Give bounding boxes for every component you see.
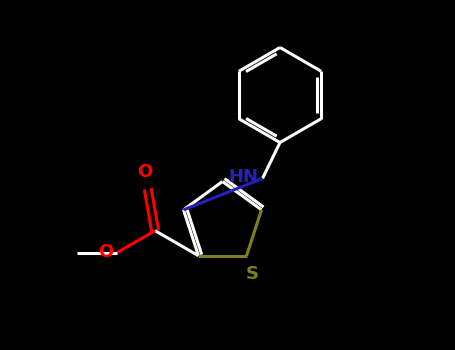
Text: S: S <box>246 265 259 283</box>
Text: HN: HN <box>228 168 258 186</box>
Text: O: O <box>98 243 114 261</box>
Text: O: O <box>137 163 153 181</box>
